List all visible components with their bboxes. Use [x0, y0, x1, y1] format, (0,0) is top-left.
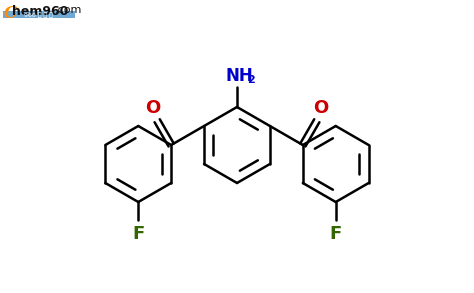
Text: 960 化 工 网: 960 化 工 网	[25, 12, 54, 18]
Text: NH: NH	[225, 67, 253, 85]
Text: F: F	[132, 225, 145, 243]
Text: C: C	[4, 5, 17, 22]
Bar	[3, 11, 75, 18]
Text: .com: .com	[55, 5, 82, 15]
Text: O: O	[313, 99, 328, 117]
Text: 2: 2	[247, 75, 255, 85]
Text: F: F	[329, 225, 342, 243]
Text: hem960: hem960	[12, 5, 68, 18]
Text: O: O	[146, 99, 161, 117]
